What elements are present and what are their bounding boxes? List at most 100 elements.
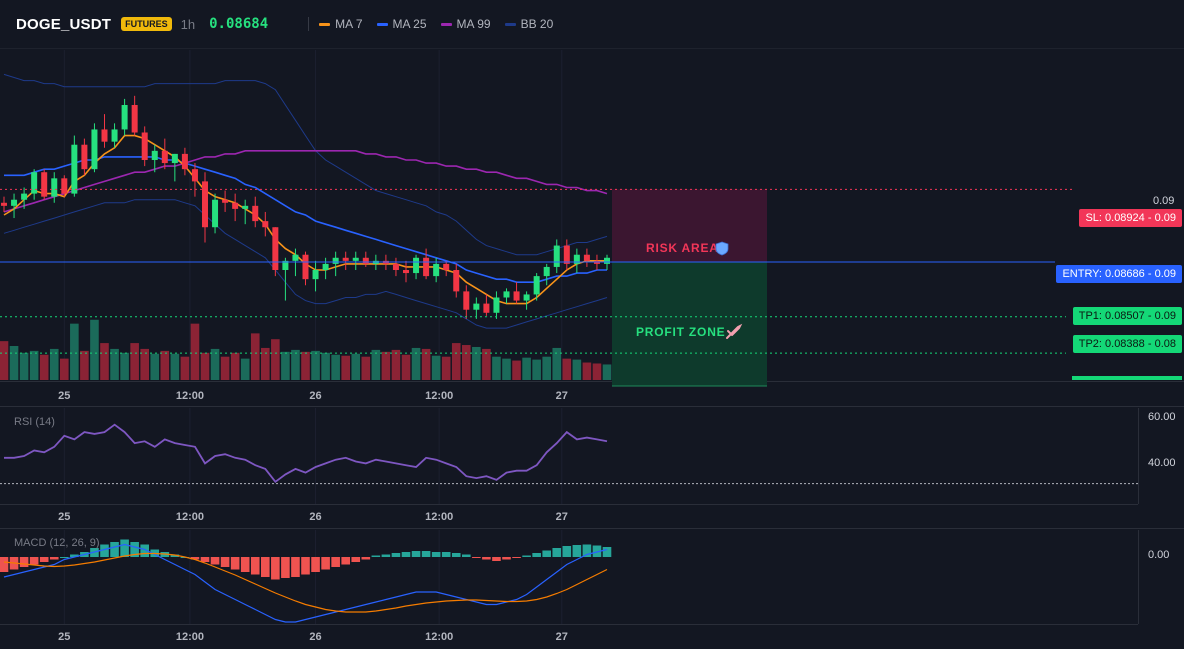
tp2-tag[interactable]: TP2: 0.08388 - 0.08: [1072, 335, 1182, 353]
volume-bar: [421, 348, 431, 380]
candle-body: [453, 270, 460, 292]
time-tick-main: 12:00: [425, 390, 453, 402]
volume-bar: [9, 346, 19, 380]
symbol-name[interactable]: DOGE_USDT: [16, 15, 112, 33]
candle-body: [483, 303, 490, 313]
candle-body: [503, 291, 510, 298]
volume-bar: [150, 353, 160, 380]
legend-ma25-swatch: [376, 22, 388, 26]
candle-body: [312, 270, 319, 280]
time-tick-main: 25: [58, 390, 70, 402]
entry-tag[interactable]: ENTRY: 0.08686 - 0.09: [1056, 265, 1182, 283]
volume-bar: [170, 353, 180, 380]
stop-loss-tag[interactable]: SL: 0.08924 - 0.09: [1079, 209, 1182, 227]
last-price: 0.08684: [209, 16, 269, 32]
volume-bar: [49, 348, 59, 380]
macd-histogram-bar: [301, 557, 310, 575]
volume-bar: [321, 352, 330, 380]
macd-histogram-bar: [70, 554, 79, 557]
profit-zone-label: PROFIT ZONE: [636, 325, 725, 339]
volume-bar: [451, 343, 461, 380]
macd-histogram-bar: [0, 557, 9, 572]
candle-body: [513, 291, 520, 301]
risk-zone-label: RISK AREA: [646, 241, 719, 255]
macd-histogram-bar: [351, 557, 361, 562]
macd-histogram-bar: [281, 557, 290, 578]
macd-histogram-bar: [592, 545, 602, 557]
tp1-tag[interactable]: TP1: 0.08507 - 0.09: [1072, 307, 1182, 325]
macd-histogram-bar: [331, 557, 340, 567]
macd-histogram-bar: [120, 539, 129, 557]
time-tick-rsi: 25: [58, 511, 70, 523]
candle-body: [443, 263, 450, 270]
legend-bb20[interactable]: BB 20: [504, 17, 553, 31]
volume-bar: [281, 351, 290, 380]
macd-histogram-bar: [552, 548, 562, 557]
candle-body: [141, 132, 148, 160]
legend-ma99[interactable]: MA 99: [440, 17, 491, 31]
candle-body: [81, 144, 88, 170]
candle-body: [322, 263, 329, 270]
tp2-label: TP2: 0.08388: [1078, 338, 1145, 350]
rsi-tick-60: 60.00: [1148, 411, 1176, 423]
legend-ma25[interactable]: MA 25: [376, 17, 427, 31]
volume-bar: [60, 358, 69, 380]
shield-icon: [715, 241, 729, 256]
macd-histogram-bar: [411, 551, 421, 557]
time-tick-macd: 25: [58, 631, 70, 643]
volume-bar: [190, 323, 200, 380]
volume-bar: [160, 350, 170, 380]
macd-histogram-bar: [19, 557, 29, 567]
volume-bar: [351, 353, 361, 380]
macd-histogram-bar: [311, 557, 320, 572]
legend-ma7[interactable]: MA 7: [319, 17, 363, 31]
candle-body: [1, 202, 7, 206]
volume-bar: [291, 349, 300, 380]
candle-body: [161, 150, 168, 164]
macd-histogram-bar: [582, 544, 592, 557]
volume-bar: [371, 349, 381, 380]
macd-histogram-bar: [522, 555, 531, 557]
macd-histogram-bar: [110, 542, 119, 557]
legend-ma7-label: MA 7: [335, 17, 363, 31]
volume-bar: [90, 319, 99, 380]
candle-body: [272, 227, 279, 270]
macd-histogram-bar: [200, 557, 210, 562]
volume-bar: [39, 354, 49, 380]
macd-histogram-bar: [240, 557, 250, 572]
volume-bar: [180, 356, 190, 380]
macd-histogram-bar: [170, 554, 180, 557]
macd-histogram-bar: [29, 557, 39, 565]
volume-bar: [502, 358, 511, 380]
macd-histogram-bar: [291, 557, 300, 577]
volume-bar: [250, 333, 260, 380]
macd-histogram-bar: [321, 557, 330, 570]
volume-bar: [532, 359, 541, 380]
ma99-line: [3, 150, 608, 213]
price-axis-tick: 0.09: [1153, 195, 1174, 207]
macd-histogram-bar: [60, 557, 69, 558]
candle-body: [473, 303, 480, 310]
risk-zone: [612, 189, 767, 263]
candle-body: [342, 257, 349, 261]
candle-body: [242, 205, 249, 209]
candle-body: [392, 263, 399, 270]
candle-body: [282, 260, 289, 270]
volume-bar: [331, 354, 340, 380]
legend-ma7-swatch: [319, 22, 331, 26]
candle-body: [111, 129, 118, 142]
volume-bar: [200, 352, 210, 380]
candle-body: [91, 129, 98, 170]
candle-body: [573, 254, 580, 264]
macd-histogram-bar: [482, 557, 491, 560]
candle-body: [202, 181, 208, 228]
candle-body: [332, 257, 339, 264]
rsi-title: RSI (14): [14, 416, 55, 428]
volume-bar: [140, 348, 149, 380]
volume-bar: [240, 358, 250, 380]
volume-bar: [130, 343, 139, 380]
timeframe-selector[interactable]: 1h: [180, 16, 196, 32]
time-tick-macd: 26: [309, 631, 321, 643]
macd-tick-zero: 0.00: [1148, 549, 1169, 561]
